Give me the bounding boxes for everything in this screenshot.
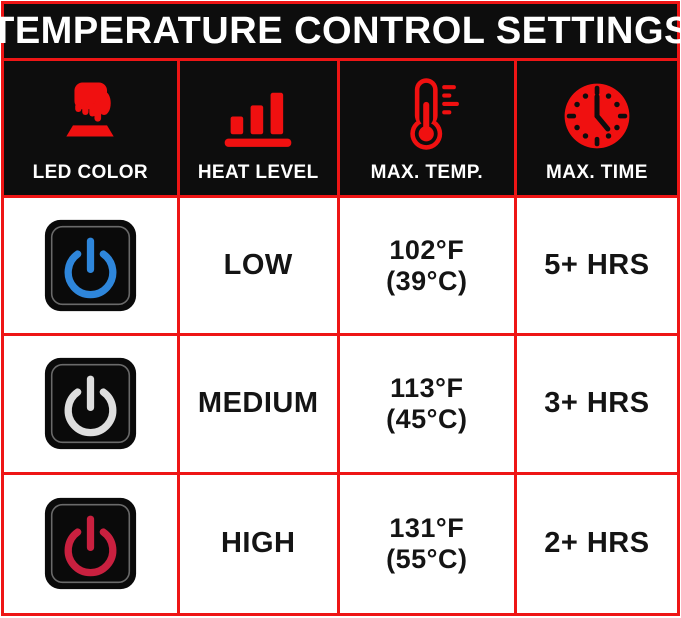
heat-level-value: MEDIUM	[197, 387, 319, 420]
table-row-medium-temp-cell: 113°F (45°C)	[339, 336, 517, 475]
touch-press-icon	[66, 82, 114, 137]
column-label-led-color: LED COLOR	[32, 162, 149, 183]
table-row-medium-led-cell	[4, 336, 180, 475]
table-row-high-temp-cell: 131°F (55°C)	[339, 474, 517, 613]
max-time-value: 5+ HRS	[544, 249, 650, 282]
power-button-white-icon	[42, 355, 139, 452]
max-temp-celsius: (55°C)	[386, 543, 468, 574]
heat-level-value: HIGH	[220, 527, 296, 560]
table-row-low-temp-cell: 102°F (39°C)	[339, 198, 517, 337]
header-max-time: MAX. TIME	[516, 61, 677, 198]
power-button-red-icon	[42, 495, 139, 592]
page-title: TEMPERATURE CONTROL SETTINGS	[0, 9, 681, 52]
max-time-value: 3+ HRS	[544, 387, 650, 420]
max-temp-fahrenheit: 102°F	[389, 234, 465, 265]
table-title-bar: TEMPERATURE CONTROL SETTINGS	[0, 4, 681, 61]
column-label-max-time: MAX. TIME	[546, 162, 648, 183]
max-time-value: 2+ HRS	[544, 527, 650, 560]
heat-level-value: LOW	[223, 249, 293, 282]
header-heat-level: HEAT LEVEL	[179, 61, 340, 198]
max-temp-celsius: (39°C)	[386, 265, 468, 296]
column-label-max-temp: MAX. TEMP.	[370, 162, 483, 183]
header-max-temp: MAX. TEMP.	[339, 61, 517, 198]
header-led-color: LED COLOR	[4, 61, 180, 198]
table-row-high-led-cell	[4, 474, 180, 613]
table-row-low-led-cell	[4, 198, 180, 337]
table-row-high-level-cell: HIGH	[179, 474, 340, 613]
clock-icon	[564, 83, 630, 149]
table-row-low-time-cell: 5+ HRS	[516, 198, 677, 337]
max-temp-celsius: (45°C)	[386, 403, 468, 434]
max-temp-fahrenheit: 131°F	[389, 513, 465, 544]
table-row-high-time-cell: 2+ HRS	[516, 474, 677, 613]
table-row-medium-level-cell: MEDIUM	[179, 336, 340, 475]
power-button-blue-icon	[42, 217, 139, 314]
max-temp-fahrenheit: 113°F	[390, 373, 464, 404]
thermometer-icon	[410, 78, 459, 150]
column-label-heat-level: HEAT LEVEL	[197, 162, 319, 183]
table-row-low-level-cell: LOW	[179, 198, 340, 337]
bar-chart-icon	[224, 92, 292, 147]
table-row-medium-time-cell: 3+ HRS	[516, 336, 677, 475]
